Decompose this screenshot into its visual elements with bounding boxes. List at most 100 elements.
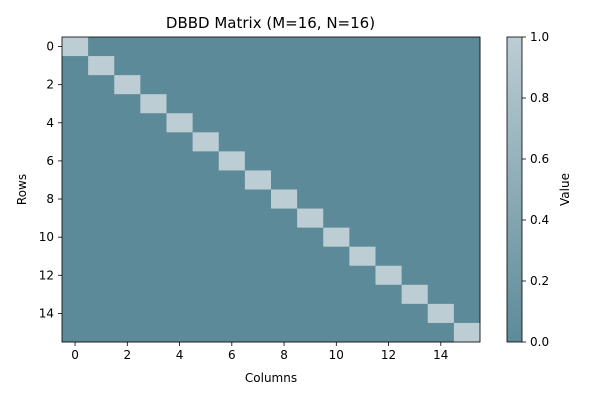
heatmap-cell-r11-c5 [192, 246, 220, 267]
y-tick-label-0: 0 [46, 40, 54, 54]
heatmap-cell-r11-c9 [297, 246, 324, 267]
heatmap-cell-r3-c8 [271, 94, 298, 114]
heatmap-cell-r8-c13 [401, 189, 429, 210]
heatmap-cell-r15-c3 [140, 322, 167, 343]
heatmap-cell-r14-c2 [114, 303, 141, 324]
heatmap-cell-r12-c5 [192, 265, 220, 286]
y-axis-ticks: 0 2 4 6 8 10 12 14 [39, 40, 62, 320]
heatmap-cell-r14-c11 [349, 303, 376, 324]
heatmap-cell-r13-c9 [297, 284, 324, 305]
heatmap-cell-r14-c13 [401, 303, 429, 324]
heatmap-cell-r7-c0 [62, 170, 89, 191]
x-tick-label-0: 0 [71, 348, 79, 362]
heatmap-cell-r15-c12 [375, 322, 403, 343]
heatmap-cell-r6-c10 [323, 151, 350, 171]
heatmap-cell-r8-c1 [88, 189, 115, 210]
heatmap-cell-r11-c13 [401, 246, 429, 267]
heatmap-cell-r8-c8 [271, 189, 298, 210]
heatmap-cell-r9-c6 [218, 208, 246, 229]
heatmap-cell-r8-c15 [453, 189, 481, 210]
heatmap-cell-r5-c9 [297, 132, 324, 152]
heatmap-cell-r11-c11 [349, 246, 376, 267]
x-tick-label-8: 8 [280, 348, 288, 362]
heatmap-cell-r0-c14 [427, 37, 455, 57]
heatmap-cell-r7-c5 [192, 170, 220, 191]
heatmap-cell-r11-c3 [140, 246, 167, 267]
heatmap-cell-r14-c1 [88, 303, 115, 324]
heatmap-cell-r15-c0 [62, 322, 89, 343]
heatmap-cell-r13-c10 [323, 284, 350, 305]
heatmap-cell-r4-c2 [114, 113, 141, 133]
heatmap-cell-r9-c7 [244, 208, 272, 229]
heatmap-cell-r5-c4 [166, 132, 194, 152]
heatmap-cell-r4-c11 [349, 113, 376, 133]
x-tick-label-12: 12 [381, 348, 396, 362]
heatmap-cell-r11-c2 [114, 246, 141, 267]
heatmap-cell-r6-c1 [88, 151, 115, 171]
heatmap-cell-r0-c0 [62, 37, 89, 57]
heatmap-cell-r8-c5 [192, 189, 220, 210]
heatmap-cell-r5-c11 [349, 132, 376, 152]
y-tick-label-6: 6 [46, 154, 54, 168]
chart-title: DBBD Matrix (M=16, N=16) [166, 14, 375, 32]
heatmap-cell-r4-c15 [453, 113, 481, 133]
heatmap-cell-r6-c15 [453, 151, 481, 171]
heatmap-cell-r6-c0 [62, 151, 89, 171]
heatmap-cell-r8-c3 [140, 189, 167, 210]
heatmap-cell-r8-c14 [427, 189, 455, 210]
heatmap-cell-r0-c8 [271, 37, 298, 57]
heatmap-cell-r3-c13 [401, 94, 429, 114]
heatmap-cell-r6-c9 [297, 151, 324, 171]
heatmap-cell-r12-c8 [271, 265, 298, 286]
heatmap-cell-r8-c2 [114, 189, 141, 210]
heatmap-cell-r2-c0 [62, 75, 89, 95]
heatmap-cell-r5-c12 [375, 132, 403, 152]
heatmap-cell-r4-c6 [218, 113, 246, 133]
heatmap-cell-r8-c4 [166, 189, 194, 210]
heatmap-cell-r13-c7 [244, 284, 272, 305]
heatmap-cell-r11-c14 [427, 246, 455, 267]
heatmap-cell-r10-c3 [140, 227, 167, 248]
heatmap-cell-r9-c3 [140, 208, 167, 229]
heatmap-cell-r0-c13 [401, 37, 429, 57]
y-tick-label-8: 8 [46, 192, 54, 206]
x-axis-ticks: 0 2 4 6 8 10 12 14 [71, 342, 448, 362]
heatmap-cell-r1-c6 [218, 56, 246, 76]
heatmap-cell-r3-c0 [62, 94, 89, 114]
heatmap-cell-r11-c15 [453, 246, 481, 267]
colorbar-tick-label-5: 1.0 [530, 30, 549, 44]
heatmap-cell-r6-c12 [375, 151, 403, 171]
heatmap-cell-r0-c2 [114, 37, 141, 57]
heatmap-cell-r7-c8 [271, 170, 298, 191]
heatmap-cell-r10-c15 [453, 227, 481, 248]
heatmap-cell-r11-c6 [218, 246, 246, 267]
heatmap-cell-r13-c15 [453, 284, 481, 305]
heatmap-cell-r11-c1 [88, 246, 115, 267]
heatmap-cell-r6-c13 [401, 151, 429, 171]
heatmap-cell-r4-c13 [401, 113, 429, 133]
heatmap-cell-r1-c14 [427, 56, 455, 76]
heatmap-cell-r13-c1 [88, 284, 115, 305]
y-tick-label-2: 2 [46, 78, 54, 92]
heatmap-cell-r7-c14 [427, 170, 455, 191]
heatmap-cell-r15-c11 [349, 322, 376, 343]
heatmap-cell-r12-c0 [62, 265, 89, 286]
heatmap-cell-r3-c14 [427, 94, 455, 114]
heatmap-cell-r6-c4 [166, 151, 194, 171]
heatmap-cell-r13-c6 [218, 284, 246, 305]
colorbar-ticks: 0.0 0.2 0.4 0.6 0.8 1.0 [522, 30, 549, 349]
heatmap-cell-r0-c7 [244, 37, 272, 57]
heatmap-cell-r3-c4 [166, 94, 194, 114]
heatmap-cell-r2-c2 [114, 75, 141, 95]
heatmap-cell-r13-c14 [427, 284, 455, 305]
y-tick-label-10: 10 [39, 230, 54, 244]
heatmap-cell-r12-c11 [349, 265, 376, 286]
heatmap-cell-r12-c6 [218, 265, 246, 286]
heatmap-cell-r1-c0 [62, 56, 89, 76]
heatmap-cell-r8-c11 [349, 189, 376, 210]
heatmap-cell-r1-c11 [349, 56, 376, 76]
heatmap-cell-r6-c3 [140, 151, 167, 171]
heatmap-cell-r0-c3 [140, 37, 167, 57]
heatmap-cell-r10-c1 [88, 227, 115, 248]
heatmap-cell-r11-c4 [166, 246, 194, 267]
